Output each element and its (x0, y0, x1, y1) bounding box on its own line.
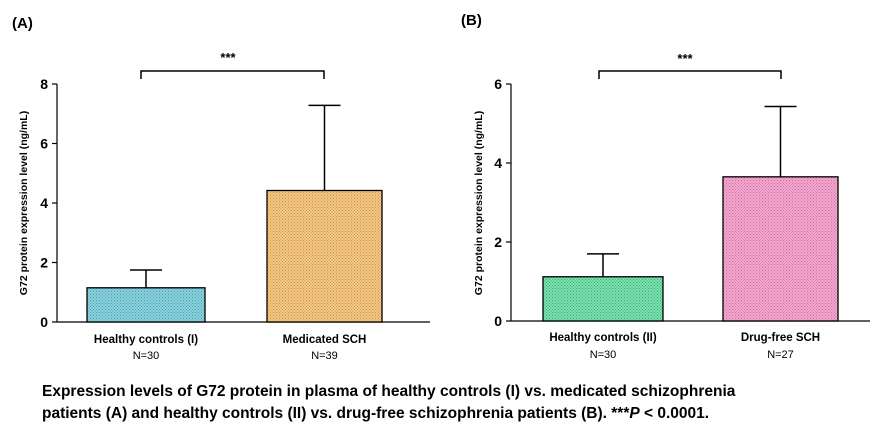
caption-p-symbol: P (629, 405, 640, 422)
panel-a-category-label-2: Medicated SCH (283, 334, 367, 346)
panel-a-y-tick-label: 4 (40, 195, 48, 211)
panel-b-bar-1 (542, 276, 664, 322)
panel-a-chart: (A) G72 protein expression level (ng/mL)… (12, 15, 430, 362)
panel-a-significance-bracket (140, 70, 325, 79)
panel-b-bar-2 (722, 176, 839, 322)
panel-b-category-label-2: Drug-free SCH (741, 332, 820, 344)
panel-a-label: (A) (12, 15, 33, 32)
panel-b-sample-size-2: N=27 (767, 349, 794, 361)
panel-a-bar-2 (266, 189, 383, 323)
panel-b-category-label-1: Healthy controls (II) (549, 332, 657, 344)
panel-a-y-tick-label: 2 (40, 255, 48, 271)
panel-b-y-tick-label: 2 (494, 234, 502, 250)
panel-a-y-tick-label: 8 (40, 76, 48, 92)
panel-b-sample-size-1: N=30 (590, 349, 617, 361)
panel-a-y-axis-title: G72 protein expression level (ng/mL) (18, 111, 30, 295)
panel-b-significance-bracket (598, 70, 782, 79)
panel-a-category-label-1: Healthy controls (I) (94, 334, 198, 346)
caption-line-2-start: patients (A) and healthy controls (II) v… (42, 405, 630, 422)
caption-line-1: Expression levels of G72 protein in plas… (42, 383, 736, 400)
panel-b-y-tick-label: 0 (494, 313, 502, 329)
caption-line-2: patients (A) and healthy controls (II) v… (42, 403, 882, 425)
panel-b-significance-stars: *** (677, 51, 693, 66)
figure-caption: Expression levels of G72 protein in plas… (42, 381, 882, 425)
panel-b-chart: (B) G72 protein expression level (ng/mL)… (461, 12, 870, 361)
panel-b-y-tick-label: 4 (494, 155, 502, 171)
panel-b-label: (B) (461, 12, 482, 29)
panel-a-sample-size-1: N=30 (133, 350, 160, 362)
caption-line-2-end: < 0.0001. (639, 405, 710, 422)
panel-a-bar-1 (86, 287, 206, 323)
panel-a-sample-size-2: N=39 (311, 350, 338, 362)
panel-a-y-tick-label: 0 (40, 314, 48, 330)
panel-a-y-tick-label: 6 (40, 136, 48, 152)
panel-a-significance-stars: *** (220, 50, 236, 65)
panel-b-y-tick-label: 6 (494, 76, 502, 92)
panel-b-y-axis-title: G72 protein expression level (ng/mL) (473, 111, 485, 295)
